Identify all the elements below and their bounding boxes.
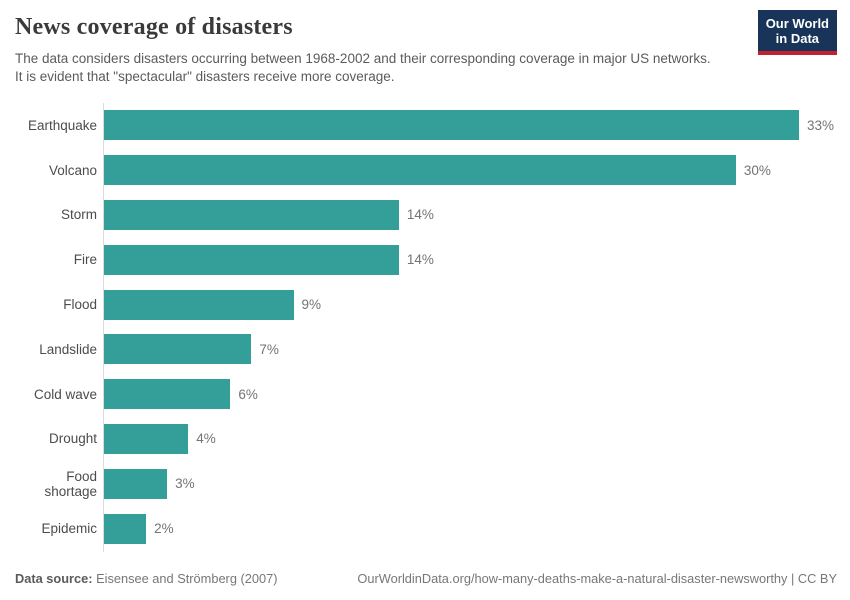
value-label-earthquake: 33% xyxy=(807,117,835,133)
bar-epidemic[interactable] xyxy=(104,513,147,544)
chart-row: Storm 14% xyxy=(15,193,838,238)
bar-cold-wave[interactable] xyxy=(104,379,231,410)
value-label-food-shortage: 3% xyxy=(175,476,195,492)
value-label-fire: 14% xyxy=(406,252,434,268)
category-label-storm: Storm xyxy=(60,207,97,223)
owid-logo[interactable]: Our World in Data xyxy=(757,10,837,55)
bar-earthquake[interactable] xyxy=(104,110,799,141)
bar-drought[interactable] xyxy=(104,423,189,454)
value-label-landslide: 7% xyxy=(259,341,279,357)
value-label-cold-wave: 6% xyxy=(238,386,258,402)
chart-subtitle: The data considers disasters occurring b… xyxy=(15,51,711,84)
value-label-volcano: 30% xyxy=(743,162,771,178)
bar-volcano[interactable] xyxy=(104,155,736,186)
data-source-label: Data source: xyxy=(15,571,93,586)
value-label-drought: 4% xyxy=(196,431,216,447)
data-source-value: Eisensee and Strömberg (2007) xyxy=(96,571,278,586)
bar-fire[interactable] xyxy=(104,244,399,275)
category-label-cold-wave: Cold wave xyxy=(33,386,97,402)
category-label-flood: Flood xyxy=(63,297,97,313)
chart-row: Cold wave 6% xyxy=(15,372,838,417)
category-label-food-shortage: Food shortage xyxy=(44,468,97,499)
page-title: News coverage of disasters xyxy=(15,14,293,40)
chart-header: News coverage of disasters The data cons… xyxy=(15,14,770,86)
chart-row: Volcano 30% xyxy=(15,148,838,193)
bar-food-shortage[interactable] xyxy=(104,468,168,499)
footer-citation-link[interactable]: OurWorldinData.org/how-many-deaths-make-… xyxy=(357,571,837,586)
chart-row: Flood 9% xyxy=(15,282,838,327)
bar-storm[interactable] xyxy=(104,199,399,230)
category-label-earthquake: Earthquake xyxy=(27,117,97,133)
chart-row: Earthquake 33% xyxy=(15,103,838,148)
owid-logo-line1: Our World xyxy=(765,16,829,31)
category-label-epidemic: Epidemic xyxy=(41,521,97,537)
category-label-landslide: Landslide xyxy=(39,341,97,357)
chart-row: Drought 4% xyxy=(15,417,838,462)
chart-row: Epidemic 2% xyxy=(15,506,838,551)
value-label-flood: 9% xyxy=(301,297,322,313)
chart-row: Food shortage 3% xyxy=(15,461,838,506)
bar-chart: Earthquake 33% Volcano 30% Storm 14% Fire 14% Fl… xyxy=(15,103,838,552)
y-axis-line xyxy=(103,103,104,552)
value-label-epidemic: 2% xyxy=(154,521,174,537)
category-label-drought: Drought xyxy=(48,431,97,447)
chart-row: Fire 14% xyxy=(15,237,838,282)
bar-flood[interactable] xyxy=(104,289,294,320)
data-source: Data source: Eisensee and Strömberg (200… xyxy=(15,571,278,586)
chart-row: Landslide 7% xyxy=(15,327,838,372)
category-label-volcano: Volcano xyxy=(48,162,97,178)
category-label-fire: Fire xyxy=(73,252,97,268)
owid-logo-line2: in Data xyxy=(775,31,820,47)
chart-footer: Data source: Eisensee and Strömberg (200… xyxy=(15,571,837,586)
bar-landslide[interactable] xyxy=(104,334,252,365)
value-label-storm: 14% xyxy=(406,207,434,223)
